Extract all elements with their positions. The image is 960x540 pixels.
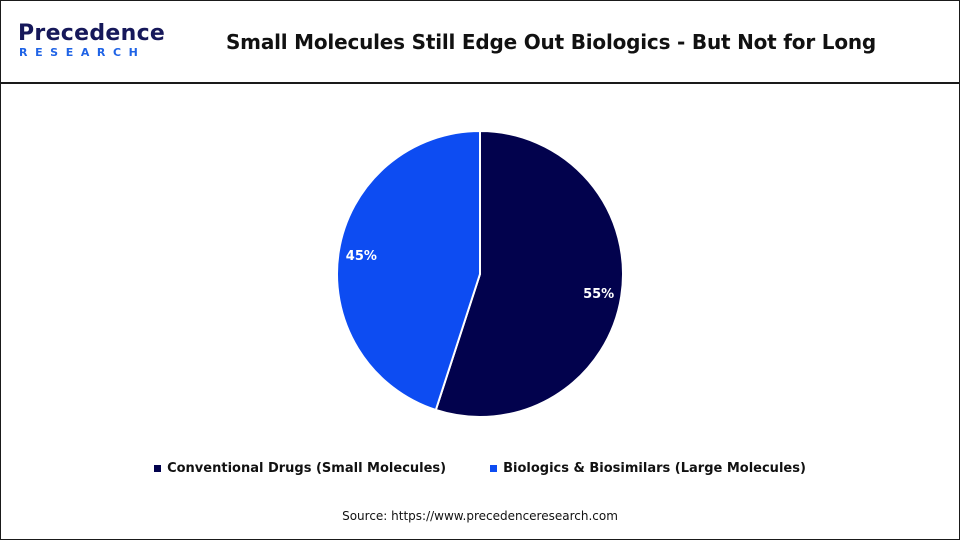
source-note: Source: https://www.precedenceresearch.c…	[342, 509, 618, 523]
header: Precedence RESEARCH Small Molecules Stil…	[0, 0, 960, 84]
chart-title: Small Molecules Still Edge Out Biologics…	[225, 30, 877, 54]
legend-label-conventional-drugs: Conventional Drugs (Small Molecules)	[167, 460, 447, 476]
pie-slice-biologics	[336, 129, 481, 412]
legend-item-conventional-drugs: Conventional Drugs (Small Molecules)	[154, 461, 446, 476]
chart-legend: Conventional Drugs (Small Molecules) Bio…	[0, 458, 960, 478]
legend-item-biologics: Biologics & Biosimilars (Large Molecules…	[490, 461, 806, 476]
pie-chart: 55% 45%	[336, 129, 624, 418]
data-label-biologics: 45%	[346, 249, 377, 264]
logo-subtitle: RESEARCH	[19, 46, 146, 59]
data-label-conventional-drugs: 55%	[583, 287, 614, 302]
legend-swatch-biologics	[490, 464, 498, 472]
pie-slice-conventional-drugs	[434, 129, 624, 418]
legend-swatch-conventional-drugs	[154, 464, 162, 472]
brand-logo: Precedence RESEARCH	[18, 22, 168, 64]
legend-label-biologics: Biologics & Biosimilars (Large Molecules…	[503, 460, 806, 476]
logo-wordmark: Precedence	[18, 21, 166, 46]
